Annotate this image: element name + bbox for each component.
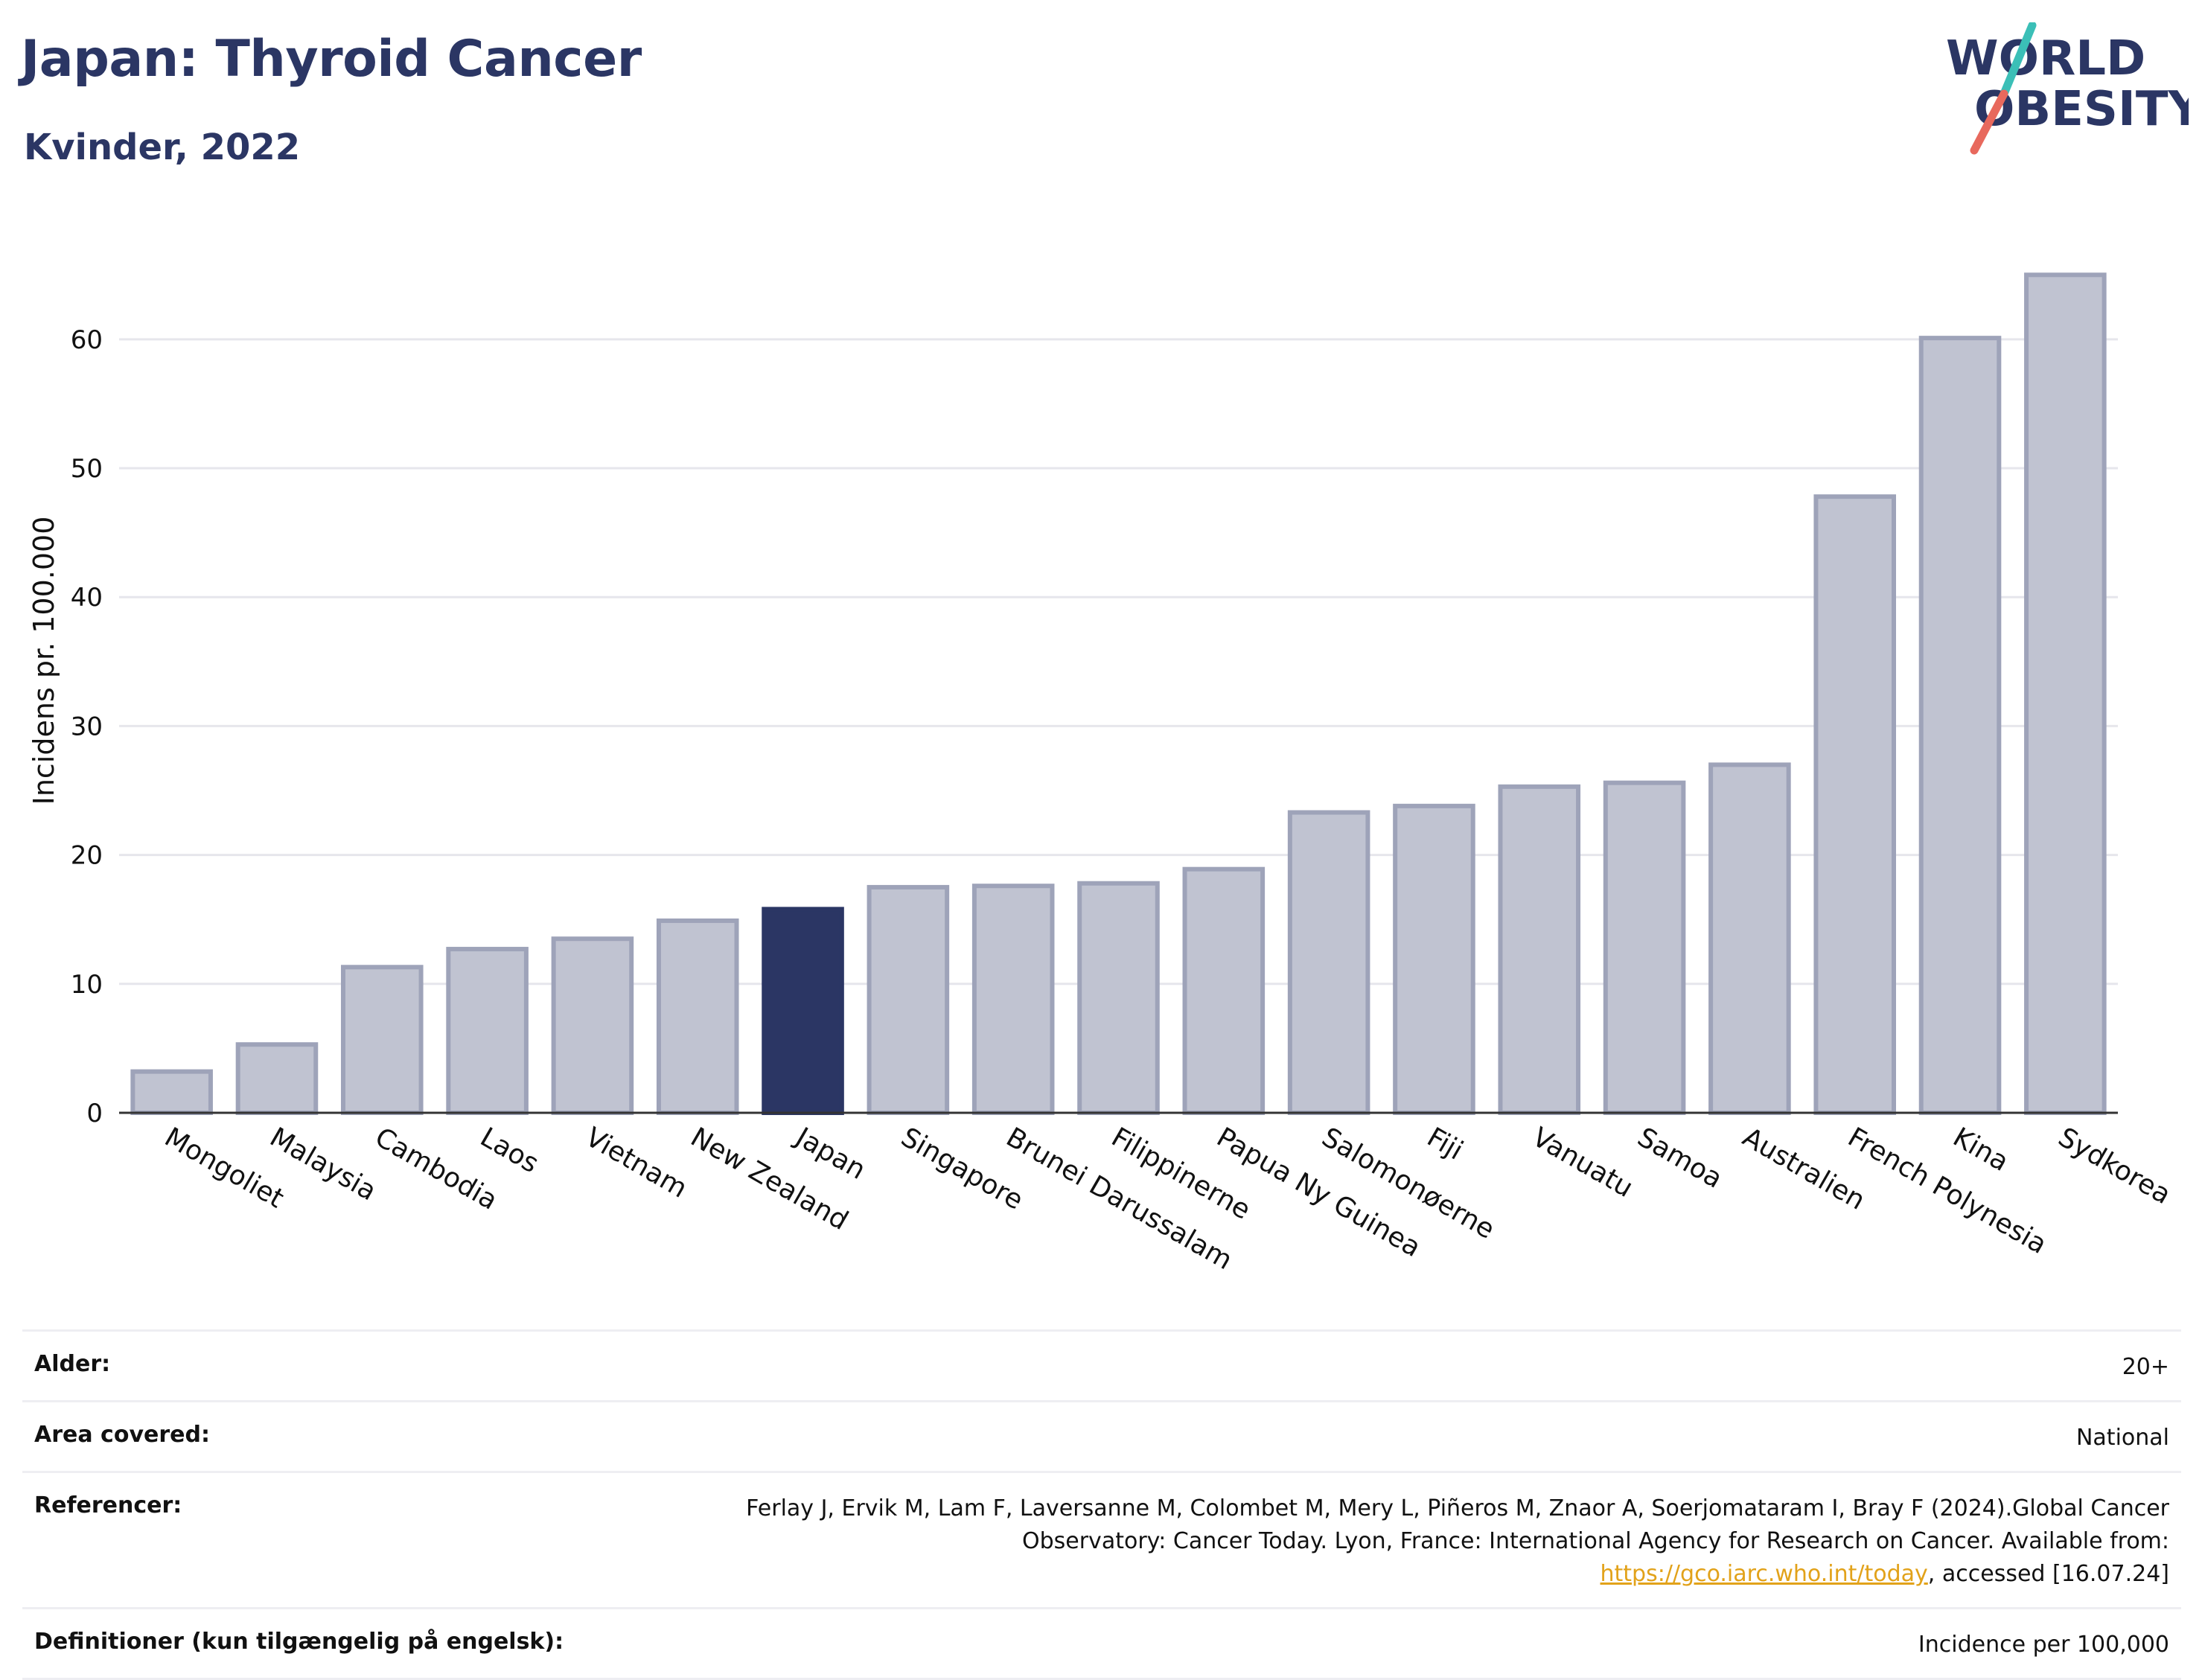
x-tick-label: Japan <box>789 1121 870 1186</box>
bar-french-polynesia <box>1813 494 1896 1115</box>
y-tick-label: 0 <box>86 1099 103 1128</box>
y-tick-label: 50 <box>71 454 103 484</box>
bar-filippinerne <box>1077 881 1160 1115</box>
info-value-age: 20+ <box>2122 1354 2169 1380</box>
y-tick-label: 30 <box>71 712 103 741</box>
bar-brunei-darussalam <box>971 884 1055 1115</box>
chart-subtitle: Kvinder, 2022 <box>24 127 301 168</box>
logo-text-world: WORLD <box>1946 31 2145 86</box>
y-tick-label: 20 <box>71 841 103 871</box>
y-tick-labels: 0 10 20 30 40 50 60 <box>71 325 103 1128</box>
y-tick-label: 10 <box>71 970 103 1000</box>
bar-kina <box>1918 336 2002 1115</box>
y-tick-label: 40 <box>71 583 103 613</box>
x-tick-label: Kina <box>1948 1122 2014 1178</box>
x-tick-label: Samoa <box>1633 1122 1728 1195</box>
info-row-definitions: Definitioner (kun tilgængelig på engelsk… <box>22 1607 2181 1680</box>
reference-link[interactable]: https://gco.iarc.who.int/today <box>1600 1561 1928 1587</box>
info-row-references: Referencer: Ferlay J, Ervik M, Lam F, La… <box>22 1471 2181 1607</box>
bar-salomonøerne <box>1287 810 1370 1116</box>
bar-vietnam <box>551 936 634 1116</box>
bar-samoa <box>1603 780 1686 1115</box>
bar-papua-ny-guinea <box>1182 866 1266 1116</box>
bar-new-zealand <box>656 918 739 1115</box>
info-row-area: Area covered: National <box>22 1400 2181 1471</box>
x-tick-label: Vietnam <box>580 1122 692 1204</box>
bar-sydkorea <box>2024 272 2107 1115</box>
bar-malaysia <box>235 1042 319 1116</box>
y-tick-label: 60 <box>71 325 103 355</box>
bar-mongoliet <box>130 1069 213 1115</box>
info-key-references: Referencer: <box>34 1492 182 1518</box>
chart-title: Japan: Thyroid Cancer <box>21 30 642 89</box>
info-value-references: Ferlay J, Ervik M, Lam F, Laversanne M, … <box>680 1492 2169 1591</box>
info-key-area: Area covered: <box>34 1422 210 1448</box>
x-tick-label: French Polynesia <box>1842 1122 2052 1260</box>
x-tick-label: Vanuatu <box>1527 1122 1638 1204</box>
info-row-age: Alder: 20+ <box>22 1329 2181 1400</box>
bar-cambodia <box>341 965 424 1116</box>
x-tick-label: Laos <box>475 1122 543 1179</box>
bar-laos <box>446 947 529 1116</box>
logo-slash-coral <box>1970 89 2008 155</box>
bar-australien <box>1708 762 1791 1116</box>
world-obesity-logo: WORLD OBESITY <box>1946 22 2189 155</box>
reference-accessed: , accessed [16.07.24] <box>1927 1561 2169 1587</box>
x-tick-label: Mongoliet <box>159 1122 289 1214</box>
info-key-definitions: Definitioner (kun tilgængelig på engelsk… <box>34 1629 564 1655</box>
info-value-definitions: Incidence per 100,000 <box>1918 1632 2169 1658</box>
x-tick-label: Fiji <box>1422 1122 1468 1166</box>
bar-japan <box>762 907 844 1115</box>
logo-text-obesity: OBESITY <box>1974 82 2189 137</box>
y-axis-title: Incidens pr. 100.000 <box>28 517 60 805</box>
bar-fiji <box>1393 803 1475 1116</box>
logo-slash-teal <box>2000 22 2037 98</box>
bar-singapore <box>867 884 950 1115</box>
info-key-age: Alder: <box>34 1351 111 1377</box>
bar-vanuatu <box>1498 784 1581 1116</box>
info-table: Alder: 20+ Area covered: National Refere… <box>22 1329 2181 1680</box>
reference-text: Ferlay J, Ervik M, Lam F, Laversanne M, … <box>746 1495 2169 1554</box>
x-tick-label: Sydkorea <box>2053 1122 2176 1210</box>
bars <box>130 272 2107 1116</box>
info-value-area: National <box>2075 1425 2169 1451</box>
